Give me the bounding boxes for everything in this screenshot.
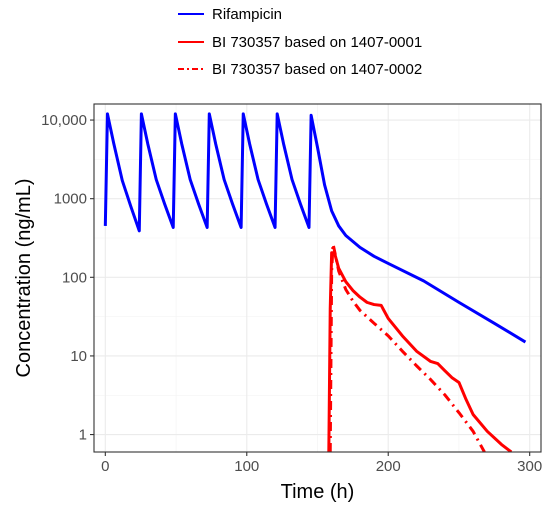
series-line-3 [328, 242, 486, 452]
y-tick-label: 10 [70, 348, 87, 365]
plot-area [93, 103, 542, 453]
y-tick-label: 1 [79, 427, 87, 444]
legend-label-2: BI 730357 based on 1407-0001 [212, 34, 422, 51]
y-tick-label: 100 [62, 269, 87, 286]
series-lines [103, 112, 527, 452]
legend-label-3: BI 730357 based on 1407-0002 [212, 61, 422, 78]
x-axis: 0 100 200 300 [101, 452, 542, 475]
y-axis: 1 10 100 1000 10,000 [41, 112, 94, 444]
x-tick-label: 0 [101, 458, 109, 475]
series-line-2 [327, 251, 513, 452]
y-axis-title: Concentration (ng/mL) [13, 179, 35, 378]
series-line-1 [103, 112, 527, 344]
grid [94, 104, 541, 452]
x-tick-label: 300 [517, 458, 542, 475]
x-tick-label: 100 [234, 458, 259, 475]
y-tick-label: 1000 [54, 191, 87, 208]
y-tick-label: 10,000 [41, 112, 87, 129]
x-axis-title: Time (h) [281, 481, 355, 503]
x-tick-label: 200 [376, 458, 401, 475]
legend: Rifampicin BI 730357 based on 1407-0001 BI… [178, 6, 422, 78]
panel-border [93, 103, 542, 453]
legend-label-1: Rifampicin [212, 6, 282, 23]
